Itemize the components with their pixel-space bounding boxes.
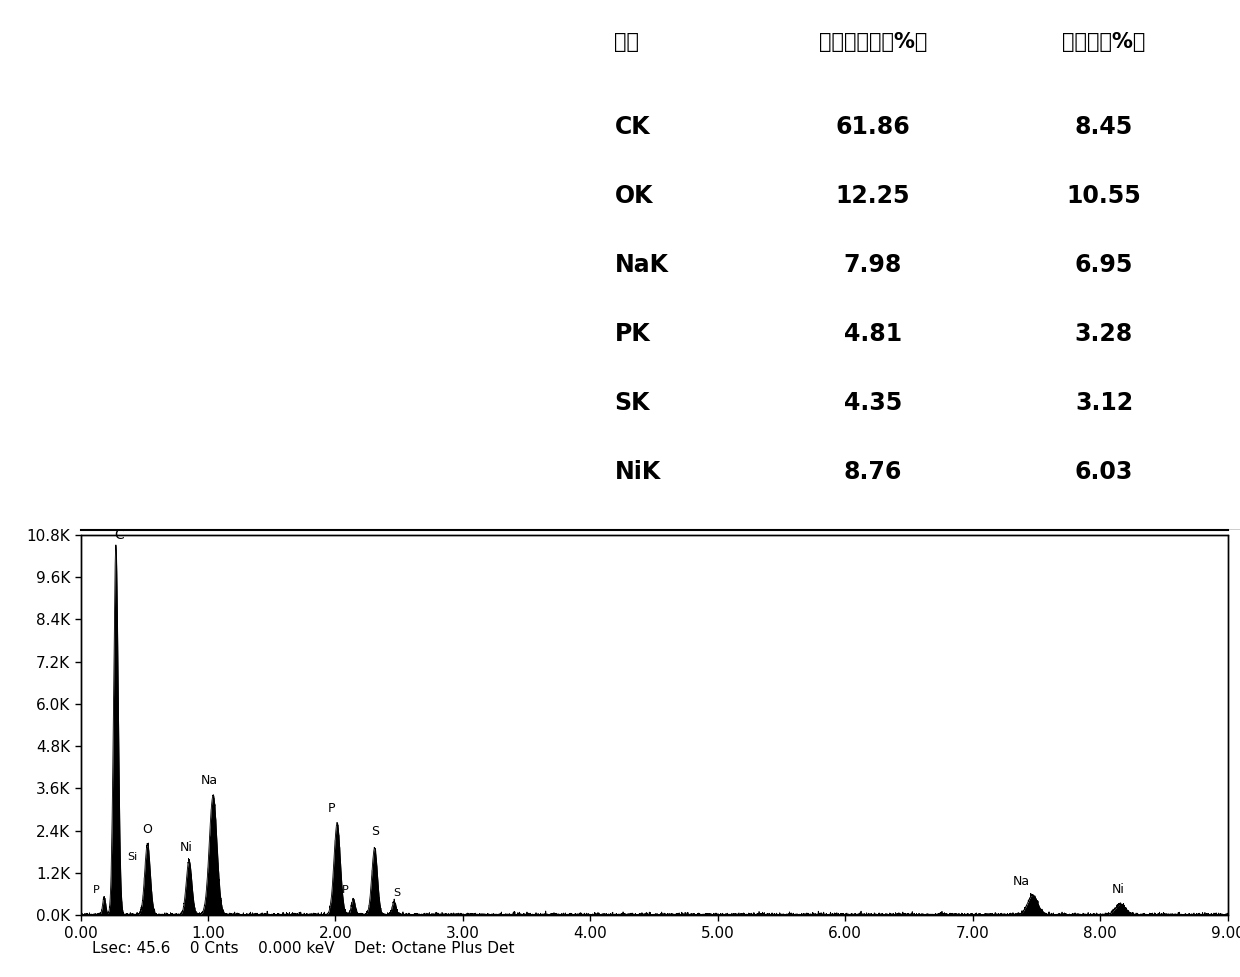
Ellipse shape	[272, 170, 311, 201]
Text: 8.45: 8.45	[1075, 115, 1133, 139]
Ellipse shape	[180, 252, 213, 278]
Ellipse shape	[397, 101, 410, 111]
Text: SK: SK	[614, 391, 650, 415]
Ellipse shape	[291, 387, 325, 408]
Text: OK: OK	[614, 184, 653, 208]
Text: Na: Na	[1013, 875, 1029, 888]
Text: Si: Si	[128, 852, 138, 863]
Ellipse shape	[486, 74, 500, 85]
Text: P: P	[342, 885, 348, 895]
Text: 8.76: 8.76	[843, 460, 901, 484]
Ellipse shape	[303, 281, 347, 334]
Text: 错误率（%）: 错误率（%）	[1063, 32, 1146, 53]
Ellipse shape	[247, 403, 314, 446]
Ellipse shape	[254, 265, 283, 286]
Ellipse shape	[131, 364, 149, 378]
Ellipse shape	[218, 217, 285, 260]
Ellipse shape	[191, 186, 236, 217]
Text: Lsec: 45.6    0 Cnts    0.000 keV    Det: Octane Plus Det: Lsec: 45.6 0 Cnts 0.000 keV Det: Octane …	[92, 941, 515, 956]
Text: P: P	[93, 885, 99, 895]
Text: 4.35: 4.35	[843, 391, 901, 415]
Text: PK: PK	[614, 321, 650, 346]
Bar	[81, 534, 1228, 915]
Text: 质量百分比（%）: 质量百分比（%）	[818, 32, 928, 53]
Text: S: S	[371, 825, 379, 837]
Ellipse shape	[224, 151, 247, 167]
Text: NaK: NaK	[614, 253, 668, 277]
Text: 7.98: 7.98	[843, 253, 901, 277]
Text: NiK: NiK	[614, 460, 661, 484]
Polygon shape	[0, 0, 100, 116]
Text: 6.03: 6.03	[1075, 460, 1133, 484]
Text: C: C	[114, 528, 124, 542]
Ellipse shape	[334, 361, 361, 382]
Text: S: S	[393, 887, 401, 898]
Text: 10.55: 10.55	[1066, 184, 1141, 208]
Text: Na: Na	[201, 774, 218, 786]
Text: 3.28: 3.28	[1075, 321, 1133, 346]
Text: P: P	[327, 802, 335, 815]
Text: Ni: Ni	[1111, 883, 1125, 897]
Polygon shape	[0, 450, 167, 530]
Text: Ni: Ni	[180, 840, 192, 854]
Text: CK: CK	[614, 115, 650, 139]
Text: 3.12: 3.12	[1075, 391, 1133, 415]
Ellipse shape	[47, 205, 64, 219]
Text: 元素: 元素	[614, 32, 640, 53]
Ellipse shape	[381, 231, 403, 246]
Text: 4.81: 4.81	[843, 321, 901, 346]
Text: 61.86: 61.86	[836, 115, 910, 139]
Polygon shape	[0, 26, 45, 79]
Ellipse shape	[73, 310, 95, 326]
Text: 6.95: 6.95	[1075, 253, 1133, 277]
Ellipse shape	[123, 138, 156, 159]
Polygon shape	[84, 0, 140, 64]
Text: 12.25: 12.25	[836, 184, 910, 208]
Text: O: O	[141, 823, 151, 836]
Ellipse shape	[436, 151, 459, 167]
Ellipse shape	[140, 191, 196, 254]
